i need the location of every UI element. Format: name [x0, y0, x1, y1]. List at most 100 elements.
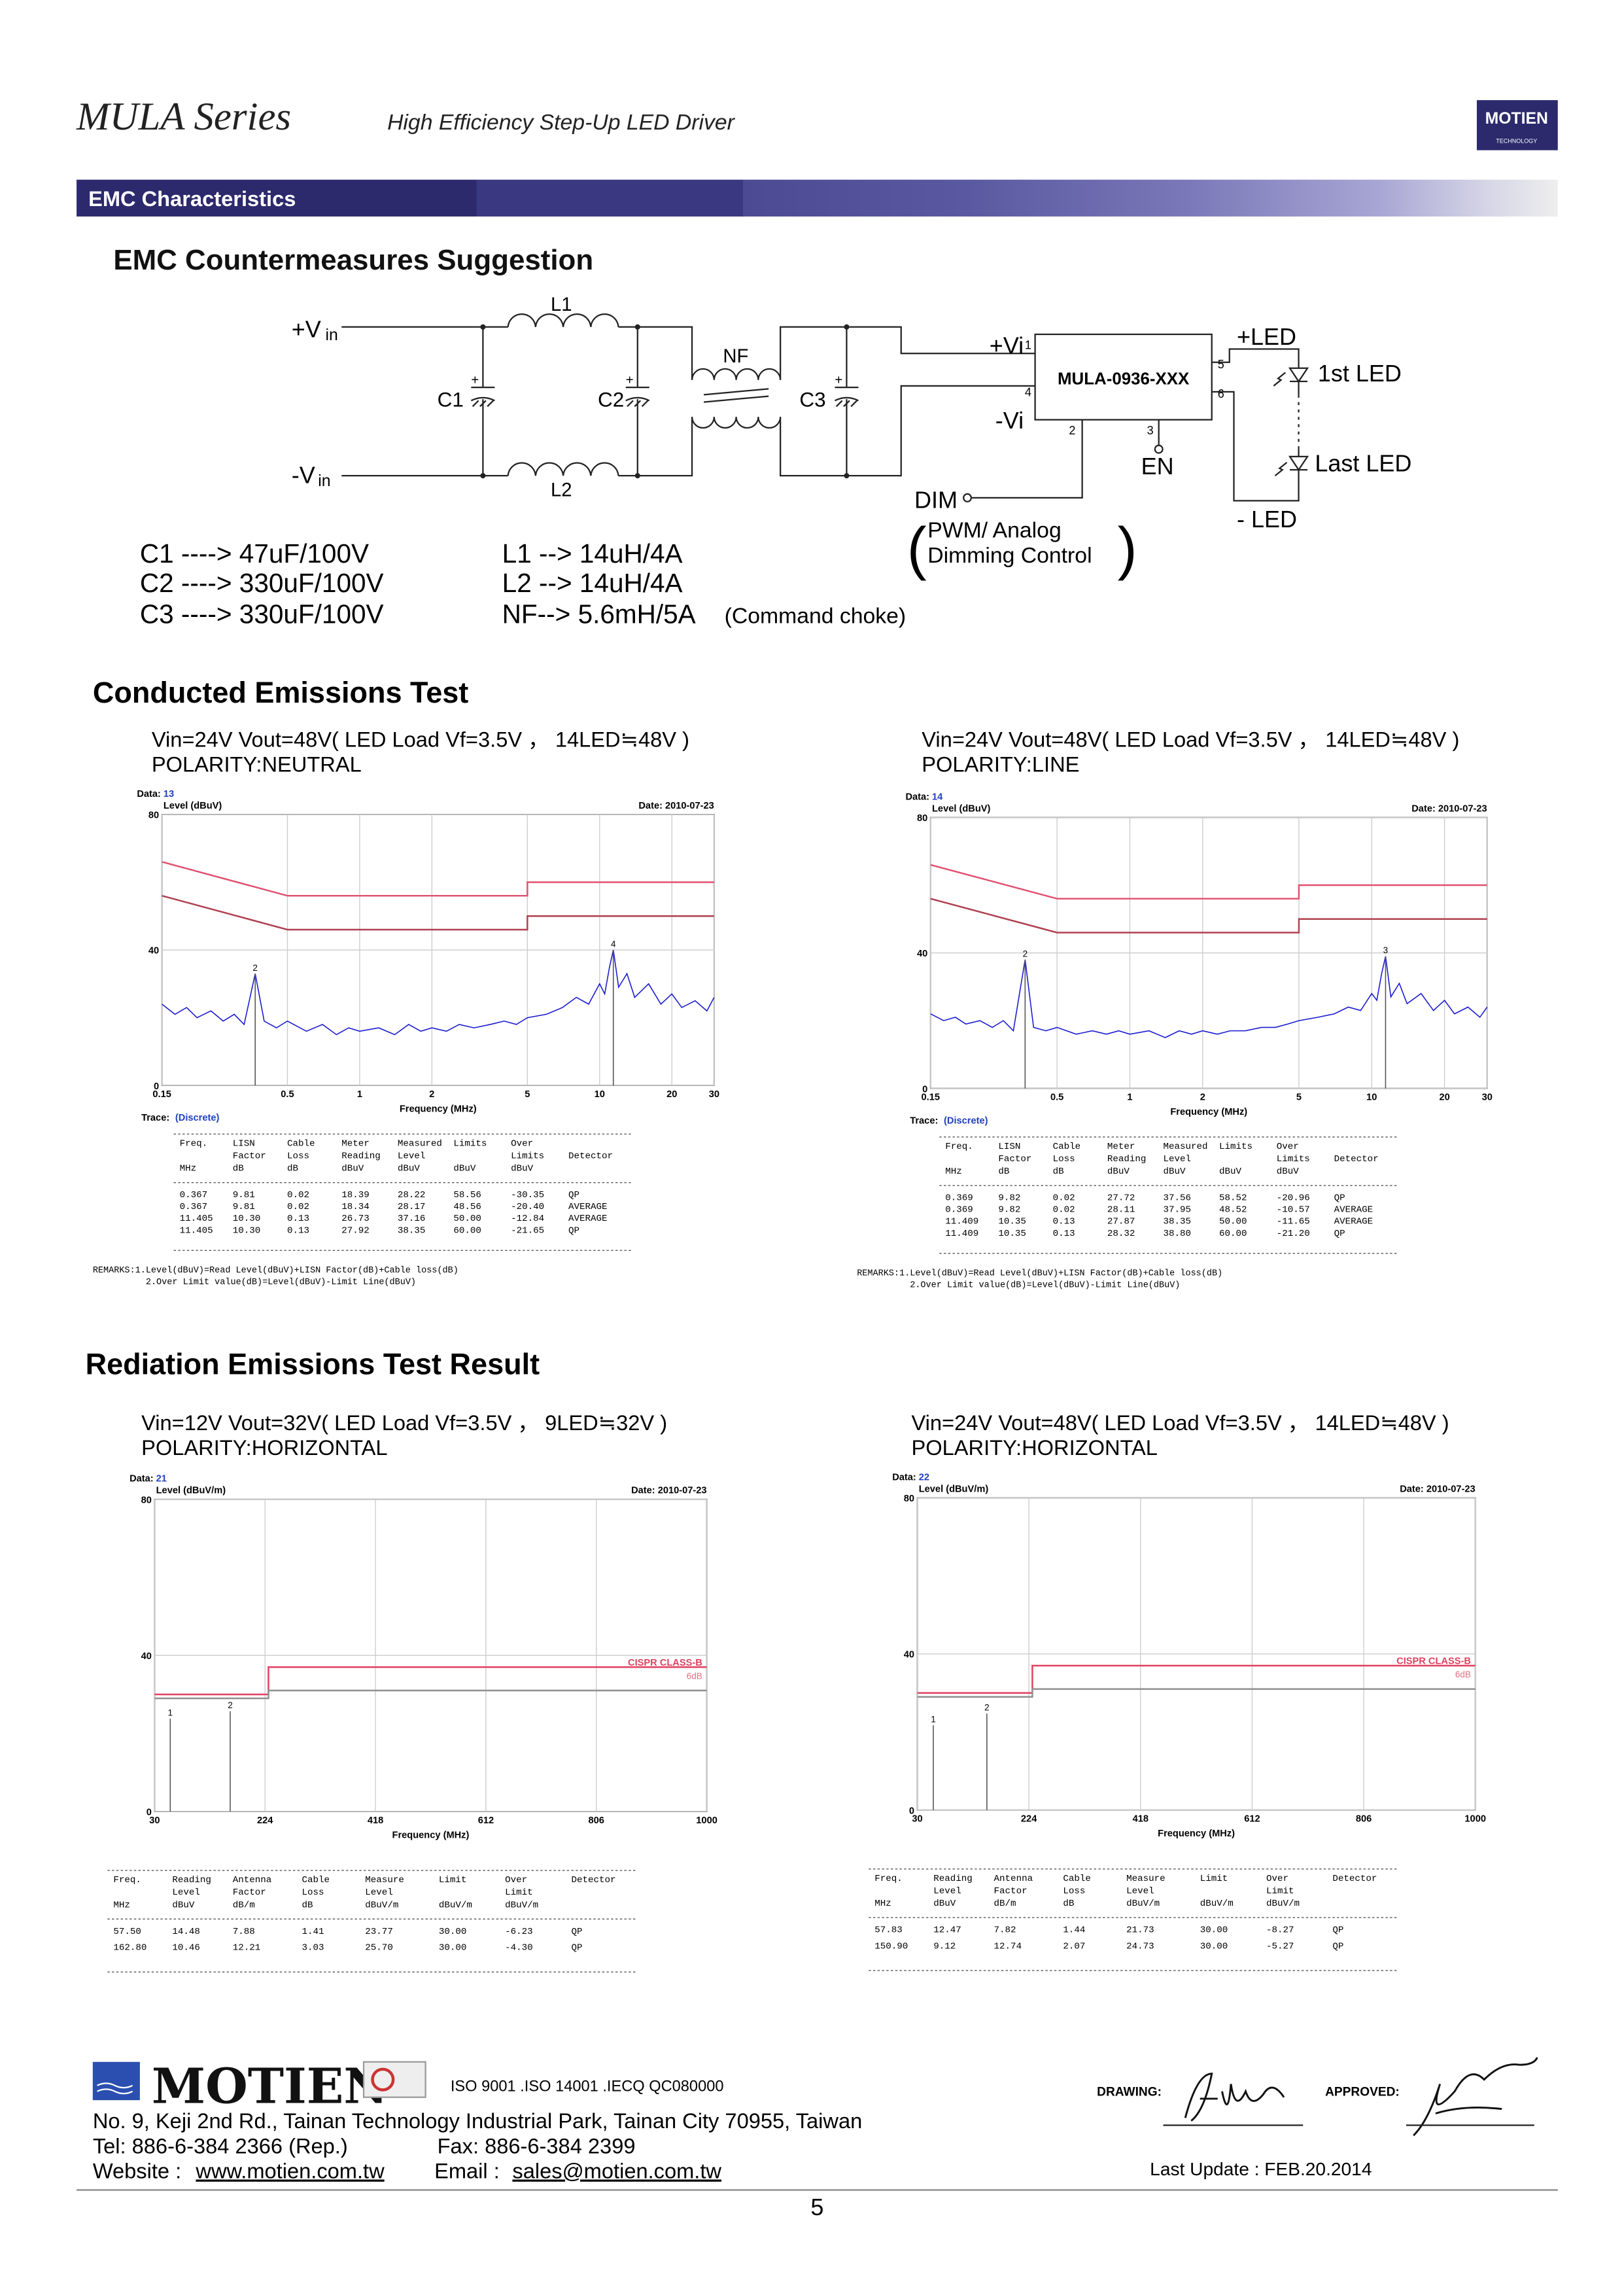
table-cell: 27.72 — [1107, 1193, 1135, 1204]
page-content: MULA Series High Efficiency Step-Up LED … — [76, 95, 1558, 2220]
cert-icon — [371, 2067, 395, 2092]
table-header: Cable — [287, 1138, 315, 1149]
table-header: Limits — [453, 1138, 487, 1149]
page-number: 5 — [810, 2194, 823, 2220]
x-tick-label: 418 — [368, 1815, 383, 1826]
paren: ) — [1118, 516, 1137, 582]
x-tick-label: 612 — [1244, 1814, 1260, 1825]
table-header: dBuV — [341, 1164, 364, 1174]
table-cell: 3.03 — [302, 1943, 324, 1953]
table-cell: 14.48 — [172, 1927, 200, 1937]
table-cell: 48.56 — [453, 1202, 481, 1212]
table-cell: 18.39 — [341, 1190, 370, 1200]
axis-title: Frequency (MHz) — [400, 1104, 477, 1115]
table-header: dBuV — [1163, 1166, 1186, 1177]
table-header: Over — [1266, 1874, 1288, 1884]
capacitor — [625, 326, 650, 476]
label: EN — [1141, 453, 1174, 480]
logo-wave — [97, 2082, 133, 2095]
table-cell: -4.30 — [505, 1943, 533, 1953]
limit-line — [917, 1664, 1476, 1694]
table-cell: 37.16 — [398, 1214, 426, 1224]
x-tick-label: 1 — [357, 1089, 362, 1100]
component-note: (Command choke) — [725, 603, 907, 628]
junction — [480, 324, 486, 330]
table-header: Freq. — [180, 1138, 208, 1149]
table-cell: 0.367 — [180, 1190, 208, 1200]
table-cell: 48.52 — [1219, 1205, 1247, 1216]
table-header: MHz — [874, 1899, 891, 1909]
remark: REMARKS:1.Level(dBuV)=Read Level(dBuV)+L… — [857, 1269, 1222, 1279]
axis-title: Frequency (MHz) — [392, 1830, 470, 1840]
x-tick-label: 10 — [1366, 1093, 1377, 1103]
table-cell: -12.84 — [511, 1214, 544, 1224]
label: +Vi — [990, 332, 1024, 359]
axis-title: Frequency (MHz) — [1158, 1829, 1235, 1839]
pin: 2 — [1069, 424, 1075, 437]
label: -Vi — [995, 407, 1024, 434]
table-header: Reading — [341, 1151, 381, 1162]
table-header: Meter — [1107, 1142, 1135, 1152]
data-number: 14 — [932, 792, 943, 802]
label: C2 — [598, 387, 624, 411]
table-cell: 0.02 — [287, 1202, 309, 1212]
table-header: Limit — [1266, 1886, 1294, 1897]
table-cell: 26.73 — [341, 1214, 370, 1224]
x-tick-label: 0.15 — [922, 1093, 940, 1103]
junction — [844, 324, 850, 330]
data-label: Data: — [905, 792, 929, 802]
choke-core — [703, 388, 769, 403]
y-tick-label: 40 — [141, 1651, 152, 1662]
label: - LED — [1237, 506, 1297, 533]
capacitor — [470, 326, 495, 476]
table-cell: 28.11 — [1107, 1205, 1135, 1216]
table-cell: 0.369 — [945, 1193, 973, 1204]
table-header: dB — [302, 1900, 313, 1910]
table-header: MHz — [180, 1164, 197, 1174]
table-header: Cable — [302, 1875, 330, 1885]
table-cell: QP — [571, 1927, 582, 1937]
component: C2 ----> 330uF/100V — [140, 568, 384, 598]
table-cell: 37.95 — [1163, 1205, 1191, 1216]
email-link[interactable]: sales@motien.com.tw — [512, 2159, 721, 2183]
table-cell: 10.35 — [998, 1217, 1026, 1227]
table-cell: -20.40 — [511, 1202, 544, 1212]
pin: 6 — [1218, 387, 1224, 400]
label: Last LED — [1315, 449, 1411, 476]
table-cell: 11.405 — [180, 1214, 213, 1224]
table-header: Limit — [439, 1875, 467, 1885]
table-header: Antenna — [994, 1874, 1033, 1884]
table-header: Factor — [994, 1886, 1028, 1897]
table-cell: AVERAGE — [568, 1202, 608, 1212]
label: L1 — [551, 294, 572, 315]
table-cell: QP — [1334, 1193, 1345, 1204]
table-cell: 57.83 — [874, 1925, 903, 1936]
table-header: Factor — [233, 1151, 266, 1162]
y-tick-label: 80 — [904, 1494, 914, 1504]
test-condition: Vin=24V Vout=48V( LED Load Vf=3.5V ， 14L… — [152, 727, 689, 751]
table-cell: 0.02 — [287, 1190, 309, 1200]
table-header: Measure — [1126, 1874, 1166, 1884]
table-cell: 27.87 — [1107, 1217, 1135, 1227]
remark: 2.Over Limit value(dB)=Level(dBuV)-Limit… — [146, 1278, 416, 1288]
x-tick-label: 0.5 — [1050, 1093, 1063, 1103]
plus: + — [626, 374, 634, 388]
signature — [1184, 2073, 1285, 2122]
table-header: Cable — [1053, 1142, 1081, 1152]
table-cell: 11.409 — [945, 1229, 978, 1239]
table-cell: 38.35 — [398, 1225, 426, 1236]
heading: Rediation Emissions Test Result — [86, 1347, 540, 1380]
series-title: MULA Series — [76, 95, 291, 139]
website-link[interactable]: www.motien.com.tw — [195, 2159, 385, 2183]
y-tick-label: 40 — [148, 946, 159, 956]
table-header: Factor — [233, 1887, 266, 1898]
terminal — [963, 493, 973, 502]
data-label: Data: — [137, 789, 161, 799]
table-cell: 2.07 — [1063, 1941, 1085, 1952]
table-header: Level — [1163, 1154, 1191, 1165]
table-header: Limits — [1219, 1142, 1253, 1152]
table-cell: 58.52 — [1219, 1193, 1247, 1204]
table-cell: 60.00 — [453, 1225, 481, 1236]
table-header: Reading — [1107, 1154, 1147, 1165]
table-header: Measured — [1163, 1142, 1207, 1152]
